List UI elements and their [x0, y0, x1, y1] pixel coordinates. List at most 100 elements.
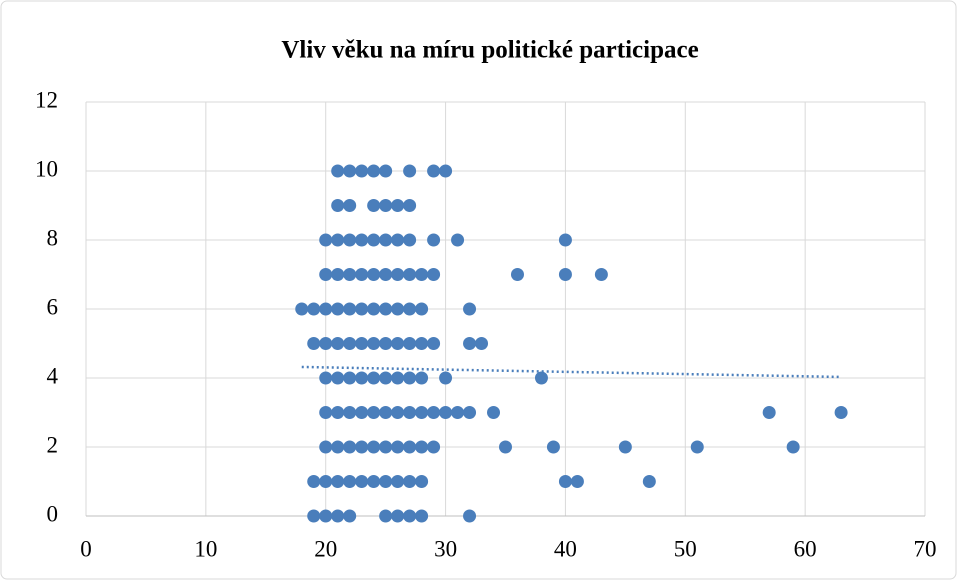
point — [439, 371, 453, 385]
point — [355, 233, 369, 247]
point — [367, 199, 381, 212]
point — [690, 440, 704, 454]
point — [331, 164, 345, 178]
point — [331, 371, 345, 385]
point — [343, 371, 357, 385]
point — [343, 268, 357, 281]
point — [319, 509, 333, 523]
point — [439, 406, 453, 419]
point — [307, 302, 321, 316]
point — [403, 406, 417, 419]
point — [355, 371, 369, 385]
point — [463, 406, 477, 419]
point — [379, 371, 393, 385]
point — [379, 302, 393, 316]
point — [403, 268, 417, 281]
point — [415, 268, 429, 281]
point — [415, 509, 429, 523]
point — [355, 337, 369, 350]
y-tick-label: 6 — [47, 294, 59, 319]
x-tick-label: 60 — [794, 536, 817, 561]
point — [391, 440, 405, 454]
point — [427, 233, 441, 247]
x-tick-label: 40 — [554, 536, 577, 561]
point — [510, 268, 524, 281]
point — [343, 164, 357, 178]
point — [594, 268, 608, 281]
point — [427, 406, 441, 419]
point — [834, 406, 848, 419]
point — [379, 475, 393, 488]
y-tick-label: 8 — [47, 225, 59, 250]
point — [558, 268, 572, 281]
x-tick-label: 10 — [194, 536, 217, 561]
point — [762, 406, 776, 419]
point — [415, 475, 429, 488]
point — [367, 406, 381, 419]
point — [343, 509, 357, 523]
point — [415, 371, 429, 385]
point — [355, 475, 369, 488]
point — [343, 406, 357, 419]
point — [391, 199, 405, 212]
point — [319, 406, 333, 419]
point — [379, 268, 393, 281]
point — [331, 406, 345, 419]
point — [379, 233, 393, 247]
point — [331, 302, 345, 316]
point — [391, 371, 405, 385]
point — [331, 337, 345, 350]
point — [427, 440, 441, 454]
point — [343, 440, 357, 454]
point — [415, 406, 429, 419]
point — [379, 440, 393, 454]
point — [463, 302, 477, 316]
y-tick-label: 12 — [35, 87, 58, 112]
point — [415, 302, 429, 316]
point — [451, 233, 465, 247]
point — [331, 233, 345, 247]
point — [427, 164, 441, 178]
point — [427, 337, 441, 350]
point — [403, 337, 417, 350]
point — [319, 337, 333, 350]
point — [487, 406, 501, 419]
point — [355, 440, 369, 454]
point — [367, 440, 381, 454]
x-tick-label: 0 — [80, 536, 92, 561]
y-tick-label: 2 — [47, 432, 59, 457]
point — [379, 164, 393, 178]
point — [319, 233, 333, 247]
x-tick-label: 50 — [674, 536, 697, 561]
point — [343, 337, 357, 350]
point — [319, 440, 333, 454]
point — [403, 199, 417, 212]
point — [367, 302, 381, 316]
point — [367, 475, 381, 488]
point — [403, 475, 417, 488]
x-tick-label: 20 — [314, 536, 337, 561]
point — [475, 337, 489, 350]
point — [367, 371, 381, 385]
point — [331, 475, 345, 488]
point — [367, 233, 381, 247]
point — [403, 164, 417, 178]
point — [367, 337, 381, 350]
point — [391, 509, 405, 523]
x-tick-label: 70 — [914, 536, 937, 561]
point — [558, 475, 572, 488]
point — [415, 337, 429, 350]
point — [546, 440, 560, 454]
point — [307, 475, 321, 488]
point — [331, 268, 345, 281]
point — [295, 302, 309, 316]
point — [355, 164, 369, 178]
point — [570, 475, 584, 488]
point — [642, 475, 656, 488]
point — [415, 440, 429, 454]
point — [618, 440, 632, 454]
point — [379, 337, 393, 350]
point — [331, 440, 345, 454]
